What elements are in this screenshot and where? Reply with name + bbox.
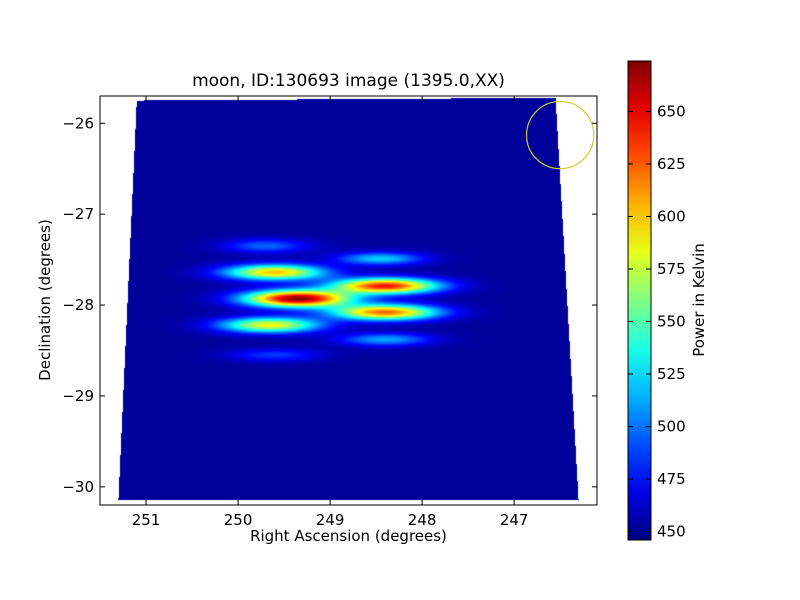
heatmap-image [100, 96, 597, 505]
colorbar-tick-label: 625 [657, 155, 686, 173]
colorbar-ticks: 450 475 500 525 550 575 600 625 650 [628, 102, 686, 541]
x-tick-label: 247 [500, 511, 529, 529]
axes-frame [99, 95, 598, 506]
colorbar-tick-label: 525 [657, 365, 686, 383]
colorbar-label: Power in Kelvin [690, 243, 708, 357]
colorbar-tick-label: 600 [657, 207, 686, 225]
y-axis-label: Declination (degrees) [36, 219, 54, 381]
colorbar-tick-label: 475 [657, 470, 686, 488]
colorbar-tick-label: 450 [657, 523, 686, 541]
chart-title: moon, ID:130693 image (1395.0,XX) [192, 71, 505, 91]
x-tick-label: 251 [132, 511, 161, 529]
y-tick-label: −30 [62, 478, 94, 496]
y-axis: −26 −27 −28 −29 −30 [62, 114, 597, 496]
y-tick-label: −26 [62, 114, 94, 132]
y-tick-label: −28 [62, 296, 94, 314]
y-tick-label: −29 [62, 387, 94, 405]
colorbar-tick-label: 575 [657, 260, 686, 278]
colorbar-tick-label: 500 [657, 418, 686, 436]
x-tick-label: 250 [224, 511, 253, 529]
x-axis: 251 250 249 248 247 [132, 96, 529, 529]
x-tick-label: 248 [408, 511, 437, 529]
beam-circle [525, 100, 595, 170]
colorbar [627, 60, 652, 541]
heatmap-area [100, 96, 597, 505]
x-tick-label: 249 [316, 511, 345, 529]
colorbar-tick-label: 650 [657, 102, 686, 120]
y-tick-label: −27 [62, 205, 94, 223]
x-axis-label: Right Ascension (degrees) [250, 527, 447, 545]
colorbar-tick-label: 550 [657, 313, 686, 331]
